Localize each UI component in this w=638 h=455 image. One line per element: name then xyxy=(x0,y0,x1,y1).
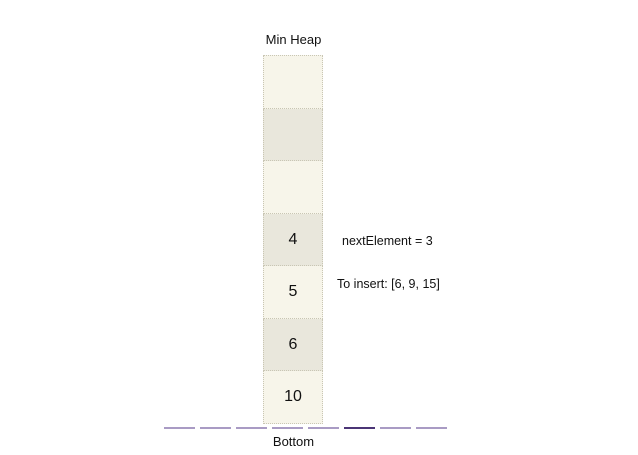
baseline-dash xyxy=(272,427,303,429)
heap-cell: 5 xyxy=(263,266,323,319)
bottom-label: Bottom xyxy=(272,434,315,449)
heap-cell: 6 xyxy=(263,318,323,372)
baseline-dash xyxy=(380,427,411,429)
baseline-dash xyxy=(200,427,231,429)
baseline-dash xyxy=(416,427,447,429)
to-insert-label: To insert: [6, 9, 15] xyxy=(337,277,440,291)
bottom-baseline xyxy=(0,427,638,431)
heap-cell xyxy=(263,161,323,214)
diagram-title: Min Heap xyxy=(265,32,322,47)
baseline-dash xyxy=(236,427,267,429)
heap-cell xyxy=(263,108,323,162)
next-element-label: nextElement = 3 xyxy=(342,234,433,248)
heap-cell xyxy=(263,55,323,109)
baseline-dash xyxy=(344,427,375,429)
heap-stack: 4 5 6 10 xyxy=(263,55,323,425)
baseline-dash xyxy=(308,427,339,429)
heap-cell: 4 xyxy=(263,213,323,267)
heap-cell: 10 xyxy=(263,371,323,425)
baseline-dash xyxy=(164,427,195,429)
